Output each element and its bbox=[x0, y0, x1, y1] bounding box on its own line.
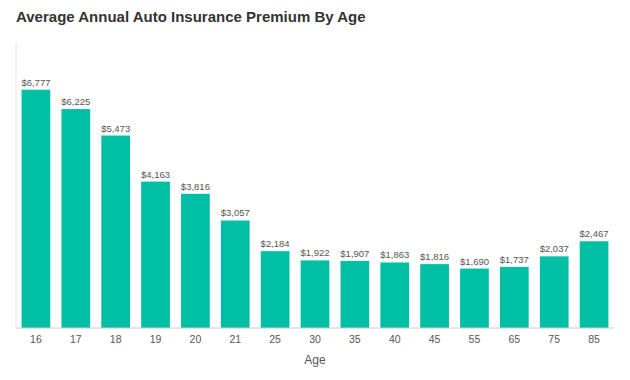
x-axis-line bbox=[16, 328, 614, 329]
bar bbox=[61, 109, 90, 328]
x-tick-label: 85 bbox=[588, 333, 600, 345]
y-axis-line bbox=[16, 42, 17, 328]
data-label: $1,907 bbox=[340, 248, 369, 259]
bar bbox=[101, 136, 130, 328]
bar bbox=[380, 262, 409, 328]
bar bbox=[580, 241, 609, 328]
data-label: $5,473 bbox=[101, 123, 130, 134]
bar bbox=[301, 260, 330, 328]
data-label: $2,037 bbox=[540, 243, 569, 254]
data-label: $1,863 bbox=[380, 249, 409, 260]
data-label: $3,057 bbox=[221, 207, 250, 218]
x-tick-label: 16 bbox=[30, 333, 42, 345]
bar bbox=[261, 251, 290, 328]
x-tick-label: 55 bbox=[469, 333, 481, 345]
x-tick-label: 45 bbox=[429, 333, 441, 345]
x-tick-label: 20 bbox=[190, 333, 202, 345]
x-tick-label: 18 bbox=[110, 333, 122, 345]
data-label: $3,816 bbox=[181, 181, 210, 192]
data-label: $4,163 bbox=[141, 169, 170, 180]
bar bbox=[500, 267, 529, 328]
bar bbox=[540, 256, 569, 328]
data-label: $2,467 bbox=[580, 228, 609, 239]
chart-container: Average Annual Auto Insurance Premium By… bbox=[0, 0, 630, 380]
x-tick-label: 65 bbox=[508, 333, 520, 345]
data-label: $1,922 bbox=[300, 247, 329, 258]
data-label: $6,225 bbox=[61, 96, 90, 107]
bar bbox=[341, 261, 370, 328]
data-label: $1,737 bbox=[500, 254, 529, 265]
data-label: $6,777 bbox=[21, 77, 50, 88]
title: Average Annual Auto Insurance Premium By… bbox=[16, 8, 366, 25]
x-tick-label: 30 bbox=[309, 333, 321, 345]
bar bbox=[181, 194, 210, 328]
bar bbox=[460, 269, 489, 328]
bars bbox=[22, 90, 609, 328]
x-tick-label: 19 bbox=[150, 333, 162, 345]
bar bbox=[22, 90, 51, 328]
x-axis-label: Age bbox=[304, 353, 326, 367]
x-tick-label: 75 bbox=[548, 333, 560, 345]
x-tick-label: 25 bbox=[269, 333, 281, 345]
x-tick-label: 17 bbox=[70, 333, 82, 345]
data-label: $1,690 bbox=[460, 256, 489, 267]
bar bbox=[141, 182, 170, 328]
x-tick-label: 21 bbox=[229, 333, 241, 345]
x-tick-label: 40 bbox=[389, 333, 401, 345]
x-tick-label: 35 bbox=[349, 333, 361, 345]
data-label: $2,184 bbox=[261, 238, 290, 249]
bar bbox=[420, 264, 449, 328]
data-label: $1,816 bbox=[420, 251, 449, 262]
chart-svg: Average Annual Auto Insurance Premium By… bbox=[0, 0, 630, 380]
bar bbox=[221, 220, 250, 328]
